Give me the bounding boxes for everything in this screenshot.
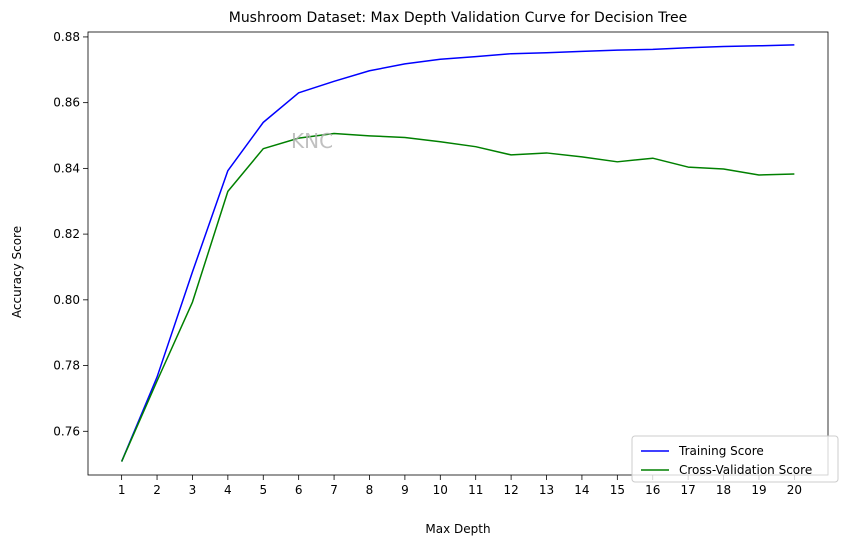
y-axis-label: Accuracy Score	[10, 226, 24, 318]
series-lines	[120, 44, 795, 462]
annotation-text: KNC	[291, 129, 333, 153]
x-tick-label: 11	[468, 483, 483, 497]
training-score-line	[120, 44, 795, 462]
x-tick-label: 1	[118, 483, 126, 497]
x-tick-label: 20	[787, 483, 802, 497]
legend-box	[631, 435, 839, 483]
x-tick-label: 12	[503, 483, 518, 497]
chart-title: Mushroom Dataset: Max Depth Validation C…	[229, 10, 688, 26]
y-tick-label: 0.86	[53, 96, 80, 110]
x-axis-label: Max Depth	[425, 522, 490, 536]
y-tick-label: 0.76	[53, 424, 80, 438]
plot-frame	[87, 31, 829, 476]
x-tick-label: 6	[295, 483, 303, 497]
legend-label-training: Training Score	[678, 444, 764, 458]
plot-area	[87, 31, 829, 476]
x-tick-label: 3	[189, 483, 197, 497]
x-tick-label: 17	[681, 483, 696, 497]
x-tick-label: 14	[574, 483, 589, 497]
x-tick-label: 9	[401, 483, 409, 497]
y-axis-ticks: 0.76 0.78 0.80 0.82 0.84 0.86 0.88	[53, 30, 88, 438]
x-tick-label: 2	[153, 483, 161, 497]
y-tick-label: 0.82	[53, 227, 80, 241]
y-tick-label: 0.80	[53, 293, 80, 307]
x-tick-label: 16	[645, 483, 660, 497]
y-tick-label: 0.78	[53, 359, 80, 373]
y-tick-label: 0.88	[53, 30, 80, 44]
x-axis-ticks: 1 2 3 4 5 6 7 8 9 10 11 12 13 14 15 16 17 18 19 20	[118, 475, 802, 497]
x-tick-label: 18	[716, 483, 731, 497]
y-tick-label: 0.84	[53, 161, 80, 175]
x-tick-label: 8	[366, 483, 374, 497]
x-tick-label: 4	[224, 483, 232, 497]
cross-validation-score-line	[120, 132, 795, 462]
x-tick-label: 10	[433, 483, 448, 497]
legend: Training Score Cross-Validation Score	[631, 435, 839, 483]
x-tick-label: 5	[259, 483, 267, 497]
x-tick-label: 19	[751, 483, 766, 497]
legend-label-cross-validation: Cross-Validation Score	[679, 463, 812, 477]
x-tick-label: 13	[539, 483, 554, 497]
x-tick-label: 15	[610, 483, 625, 497]
x-tick-label: 7	[330, 483, 338, 497]
